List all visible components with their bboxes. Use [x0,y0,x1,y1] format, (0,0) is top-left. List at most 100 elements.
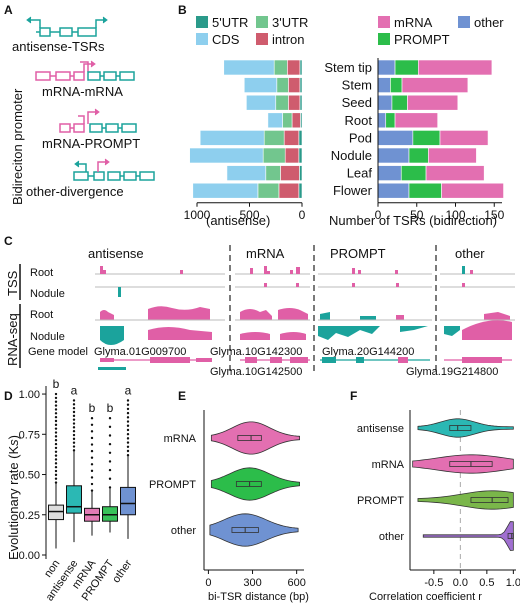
box-outlier-mrna [90,449,94,453]
bar-cds-seed [246,94,277,111]
violin-antisense [417,418,514,438]
bar-mrna-flower [441,182,504,199]
bar-mrna-nodule [428,147,477,164]
bar-3-utr-stem-tip [273,59,288,76]
gene-glyma01g009700: Glyma.01G009700 [94,346,186,358]
violin-box-prompt [235,481,262,487]
sig-letter-non: b [53,377,60,391]
gene-glyma10g142500: Glyma.10G142500 [210,366,302,378]
bar-5-utr-pod [298,130,303,146]
box-outlier-antisense [72,429,76,433]
bar-3-utr-pod [263,130,285,146]
bar-prompt-seed [391,94,408,111]
group-mrna: mRNA [246,246,285,261]
d-tick-label-2: 0.50 [19,470,40,482]
bar-cds-root [267,112,283,129]
panel-d: Evolutionary rate (Ks) 0.00 0.25 0.50 0.75 1… [6,377,136,603]
tissue-label-root: Root [345,113,373,128]
box-outlier-non [54,392,58,396]
mrna-prompt-diagram [59,108,137,133]
bar-prompt-stem-tip [394,59,419,76]
bar-mrna-root [394,112,438,129]
legend-label-3utr: 3'UTR [272,15,308,30]
f-cat-label-antisense: antisense [357,423,404,435]
antisense-bar-chart: 1000 500 0 [184,59,306,222]
box-outlier-other [126,432,130,436]
box-outlier-prompt [108,442,112,446]
bar-intron-pod [283,130,300,146]
panel-a-side-label: Bidireciton promoter [10,88,25,205]
panel-label-a: A [4,3,13,17]
bar-3-utr-seed [275,94,289,111]
bar-intron-flower [278,182,300,199]
mrna-mrna-label: mRNA-mRNA [42,84,123,99]
tissue-label-leaf: Leaf [347,166,373,181]
d-ylabel: Evolutionary rate (Ks) [6,435,21,560]
bar-5-utr-flower [298,182,303,199]
f-cat-label-prompt: PROMPT [357,495,404,507]
bar-intron-nodule [284,147,300,164]
bar-mrna-stem-tip [417,59,493,76]
violin-prompt [417,490,514,510]
box-outlier-prompt [108,468,112,472]
box-outlier-other [126,428,130,432]
violin-box-other [507,533,514,539]
b-right-tick-label-50: 50 [410,208,424,222]
box-outlier-antisense [72,445,76,448]
box-outlier-prompt [108,460,112,463]
violin-mrna [412,454,514,474]
group-antisense: antisense [88,246,144,261]
box-outlier-antisense [72,414,76,418]
panel-c: antisense mRNA PROMPT other TSS RNA-seq … [5,245,515,378]
bar-5-utr-nodule [298,147,303,164]
panel-label-b: B [178,3,187,17]
f-tick-label-2: 0.5 [479,577,494,589]
legend-label-other: other [474,15,504,30]
box-outlier-other [126,437,130,440]
bar-3-utr-flower [257,182,280,199]
panel-b: 5'UTR 3'UTR CDS intron mRNA other PROMPT… [184,15,505,228]
box-outlier-non [54,481,58,484]
box-outlier-non [54,450,58,453]
box-outlier-mrna [90,430,94,433]
bar-cds-leaf [226,165,267,181]
bar-mrna-pod [439,130,489,146]
b-left-tick-label-0: 0 [299,208,306,222]
bar-3-utr-stem [276,77,289,93]
box-outlier-non [54,458,58,461]
f-xlabel: Correlation coefficient r [369,591,482,603]
sig-letter-mrna: b [89,401,96,415]
rnaseq-nodule-signal [100,320,512,345]
bar-intron-seed [288,94,301,111]
box-outlier-prompt [108,425,112,429]
box-other [120,486,136,516]
bar-cds-stem [243,77,278,93]
f-cat-label-mrna: mRNA [372,459,405,471]
track-label-rnaseq-nodule: Nodule [30,331,65,343]
box-outlier-mrna [90,489,94,492]
gene-glyma19g214800: Glyma.19G214800 [406,366,498,378]
box-outlier-other [126,403,130,406]
tss-signal-mrna [250,266,300,287]
bar-3-utr-nodule [262,147,286,164]
box-outlier-non [54,439,58,442]
box-outlier-mrna [90,436,94,440]
group-other: other [455,246,485,261]
box-outlier-non [54,446,58,450]
panel-e: mRNA PROMPT other 0 300 600 bi-TSR distance (… [149,410,309,603]
rnaseq-label: RNA-seq [5,313,20,366]
bar-cds-flower [192,182,259,199]
tissue-label-flower: Flower [333,183,373,198]
panel-label-e: E [178,389,186,403]
legend-swatch-mrna [378,16,390,28]
box-outlier-mrna [90,456,94,459]
d-tick-label-4: 1.00 [19,389,40,401]
tissue-label-nodule: Nodule [331,148,372,163]
group-prompt: PROMPT [330,246,386,261]
box-outlier-antisense [72,418,76,421]
box-outlier-non [54,423,58,427]
f-tick-label-0: -0.5 [424,577,443,589]
e-tick-label-0: 0 [205,577,211,589]
box-outlier-non [54,462,58,465]
